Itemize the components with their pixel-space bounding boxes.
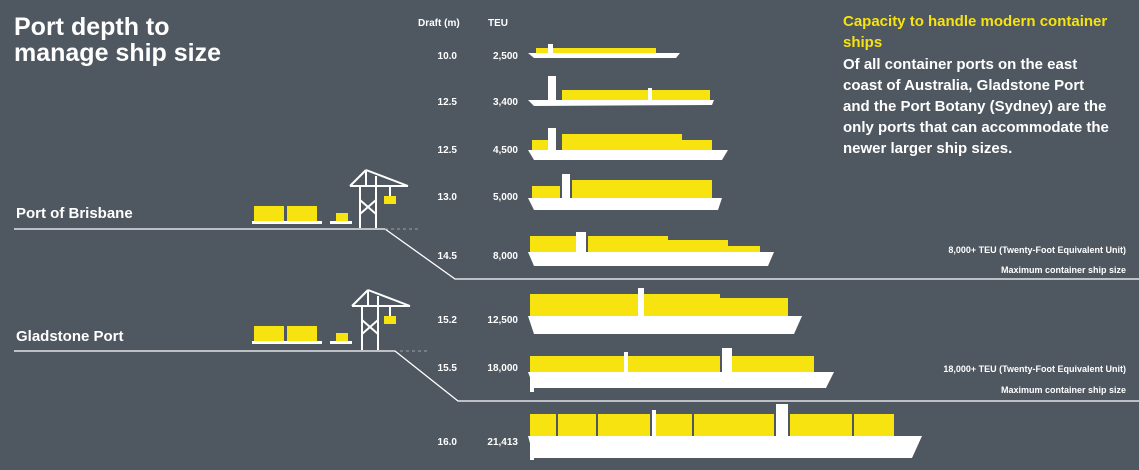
ship-5-icon: [528, 232, 774, 266]
brisbane-crane-icon: [349, 169, 409, 228]
ship-7-icon: [528, 348, 834, 392]
brisbane-crane-load: [384, 196, 396, 204]
ship-3-teu: 4,500: [492, 145, 518, 156]
brisbane-teu-note: 8,000+ TEU (Twenty-Foot Equivalent Unit): [948, 245, 1126, 255]
teu-header: TEU: [488, 18, 508, 29]
title-line-1: Port depth to: [14, 13, 170, 41]
ship-2-teu: 3,400: [492, 97, 518, 108]
title-line-2: manage ship size: [14, 39, 222, 67]
ship-6-draft: 15.2: [437, 315, 457, 326]
ship-3-icon: [528, 128, 728, 160]
ship-4-teu: 5,000: [492, 192, 518, 203]
ship-5-teu: 8,000: [492, 251, 518, 262]
port-label-gladstone: Gladstone Port: [16, 328, 124, 345]
ship-6-icon: [528, 288, 802, 334]
ship-2-draft: 12.5: [437, 97, 457, 108]
ship-8-draft: 16.0: [437, 437, 457, 448]
page-title: Port depth to manage ship size: [14, 14, 221, 66]
brisbane-containers: [252, 206, 352, 224]
ship-1-draft: 10.0: [437, 51, 457, 62]
brisbane-max-note: Maximum container ship size: [1000, 265, 1126, 275]
ship-1-teu: 2,500: [492, 51, 518, 62]
ship-7-teu: 18,000: [487, 363, 518, 374]
gladstone-containers: [252, 326, 352, 344]
gladstone-teu-note: 18,000+ TEU (Twenty-Foot Equivalent Unit…: [943, 364, 1126, 374]
ship-7-draft: 15.5: [437, 363, 457, 374]
gladstone-depth-line: [14, 350, 1139, 402]
ship-3-draft: 12.5: [437, 145, 457, 156]
port-label-brisbane: Port of Brisbane: [16, 205, 133, 222]
ship-4-icon: [528, 174, 722, 210]
gladstone-crane-load: [384, 316, 396, 324]
ship-1-icon: [528, 44, 680, 58]
ship-2-icon: [528, 76, 714, 106]
ship-4-draft: 13.0: [437, 192, 457, 203]
draft-header: Draft (m): [418, 18, 460, 29]
gladstone-max-note: Maximum container ship size: [1000, 385, 1126, 395]
capacity-heading: Capacity to handle modern container ship…: [843, 13, 1108, 51]
ship-8-icon: [528, 404, 922, 460]
gladstone-crane-icon: [351, 289, 411, 350]
capacity-body: Of all container ports on the east coast…: [843, 56, 1109, 157]
ship-6-teu: 12,500: [487, 315, 518, 326]
brisbane-depth-line: [14, 228, 1139, 280]
ship-8-teu: 21,413: [487, 437, 518, 448]
ship-5-draft: 14.5: [437, 251, 457, 262]
